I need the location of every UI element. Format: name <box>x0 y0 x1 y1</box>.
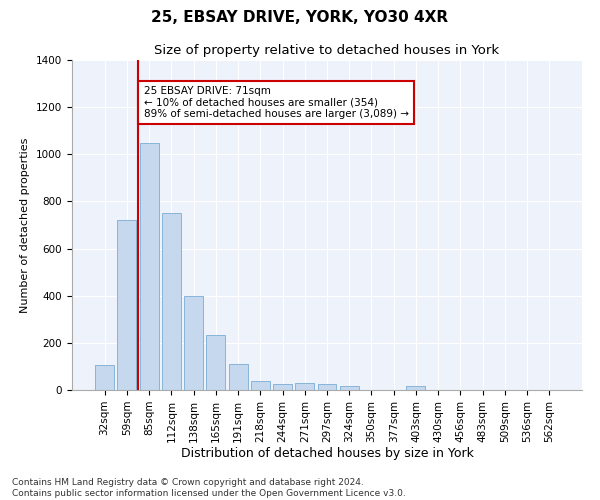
Bar <box>251 380 270 390</box>
Bar <box>317 384 337 390</box>
Y-axis label: Number of detached properties: Number of detached properties <box>20 138 31 312</box>
Text: 25 EBSAY DRIVE: 71sqm
← 10% of detached houses are smaller (354)
89% of semi-det: 25 EBSAY DRIVE: 71sqm ← 10% of detached … <box>143 86 409 119</box>
Bar <box>295 384 314 390</box>
X-axis label: Distribution of detached houses by size in York: Distribution of detached houses by size … <box>181 448 473 460</box>
Bar <box>340 386 359 390</box>
Bar <box>406 386 425 390</box>
Text: 25, EBSAY DRIVE, YORK, YO30 4XR: 25, EBSAY DRIVE, YORK, YO30 4XR <box>151 10 449 25</box>
Bar <box>273 384 292 390</box>
Bar <box>118 220 136 390</box>
Title: Size of property relative to detached houses in York: Size of property relative to detached ho… <box>154 44 500 58</box>
Text: Contains HM Land Registry data © Crown copyright and database right 2024.
Contai: Contains HM Land Registry data © Crown c… <box>12 478 406 498</box>
Bar <box>95 365 114 390</box>
Bar <box>162 213 181 390</box>
Bar <box>184 296 203 390</box>
Bar <box>229 364 248 390</box>
Bar <box>140 142 158 390</box>
Bar <box>206 334 225 390</box>
